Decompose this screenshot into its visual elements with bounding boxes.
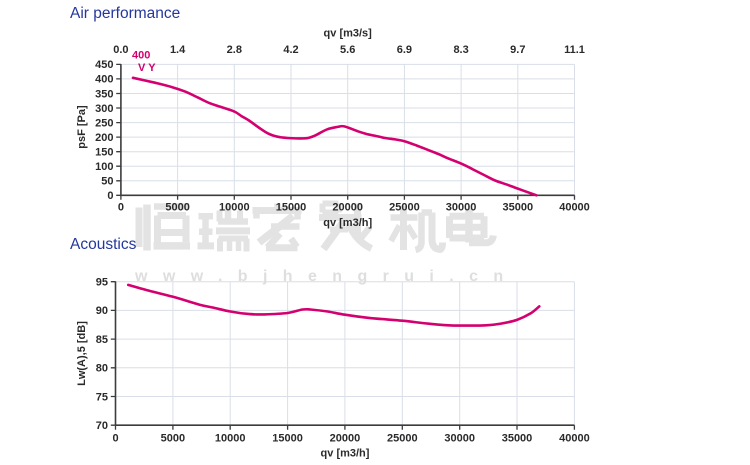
svg-text:85: 85	[96, 334, 108, 346]
svg-text:80: 80	[96, 363, 108, 375]
svg-text:30000: 30000	[446, 202, 477, 214]
svg-text:qv [m3/h]: qv [m3/h]	[321, 448, 370, 460]
svg-text:30000: 30000	[444, 433, 475, 445]
svg-text:200: 200	[95, 132, 113, 144]
svg-text:10000: 10000	[219, 202, 250, 214]
svg-text:0: 0	[118, 202, 124, 214]
svg-text:www.bjhengrui.cn: www.bjhengrui.cn	[134, 268, 519, 285]
svg-text:4.2: 4.2	[283, 44, 298, 56]
svg-text:25000: 25000	[389, 202, 420, 214]
svg-text:6.9: 6.9	[397, 44, 412, 56]
svg-text:Acoustics: Acoustics	[70, 236, 137, 253]
svg-text:95: 95	[96, 277, 108, 289]
svg-text:75: 75	[96, 391, 108, 403]
svg-text:450: 450	[95, 59, 113, 71]
svg-text:5.6: 5.6	[340, 44, 355, 56]
svg-text:100: 100	[95, 161, 113, 173]
svg-text:35000: 35000	[503, 202, 534, 214]
svg-text:15000: 15000	[276, 202, 307, 214]
svg-text:V Y: V Y	[138, 62, 156, 74]
svg-text:300: 300	[95, 103, 113, 115]
svg-text:psF [Pa]: psF [Pa]	[76, 105, 88, 149]
svg-text:8.3: 8.3	[453, 44, 468, 56]
svg-text:5000: 5000	[165, 202, 189, 214]
svg-text:1.4: 1.4	[170, 44, 186, 56]
svg-text:20000: 20000	[330, 433, 361, 445]
svg-text:0.0: 0.0	[113, 44, 128, 56]
svg-text:90: 90	[96, 305, 108, 317]
svg-text:35000: 35000	[502, 433, 533, 445]
svg-text:25000: 25000	[387, 433, 418, 445]
svg-text:11.1: 11.1	[564, 44, 585, 56]
svg-text:10000: 10000	[215, 433, 246, 445]
svg-text:qv [m3/h]: qv [m3/h]	[323, 217, 372, 229]
svg-text:70: 70	[96, 420, 108, 432]
svg-text:350: 350	[95, 88, 113, 100]
svg-text:qv [m3/s]: qv [m3/s]	[324, 28, 373, 40]
svg-text:150: 150	[95, 147, 113, 159]
svg-text:Air performance: Air performance	[70, 5, 180, 22]
svg-text:0: 0	[107, 190, 113, 202]
svg-text:0: 0	[112, 433, 118, 445]
svg-text:9.7: 9.7	[510, 44, 525, 56]
svg-text:15000: 15000	[272, 433, 303, 445]
svg-text:Lw(A),5 [dB]: Lw(A),5 [dB]	[76, 321, 88, 386]
svg-text:400: 400	[132, 50, 150, 62]
svg-text:5000: 5000	[161, 433, 185, 445]
svg-text:400: 400	[95, 74, 113, 86]
svg-text:2.8: 2.8	[227, 44, 242, 56]
svg-text:50: 50	[101, 176, 113, 188]
svg-text:40000: 40000	[559, 202, 590, 214]
svg-text:20000: 20000	[332, 202, 363, 214]
svg-text:40000: 40000	[559, 433, 590, 445]
svg-text:250: 250	[95, 117, 113, 129]
